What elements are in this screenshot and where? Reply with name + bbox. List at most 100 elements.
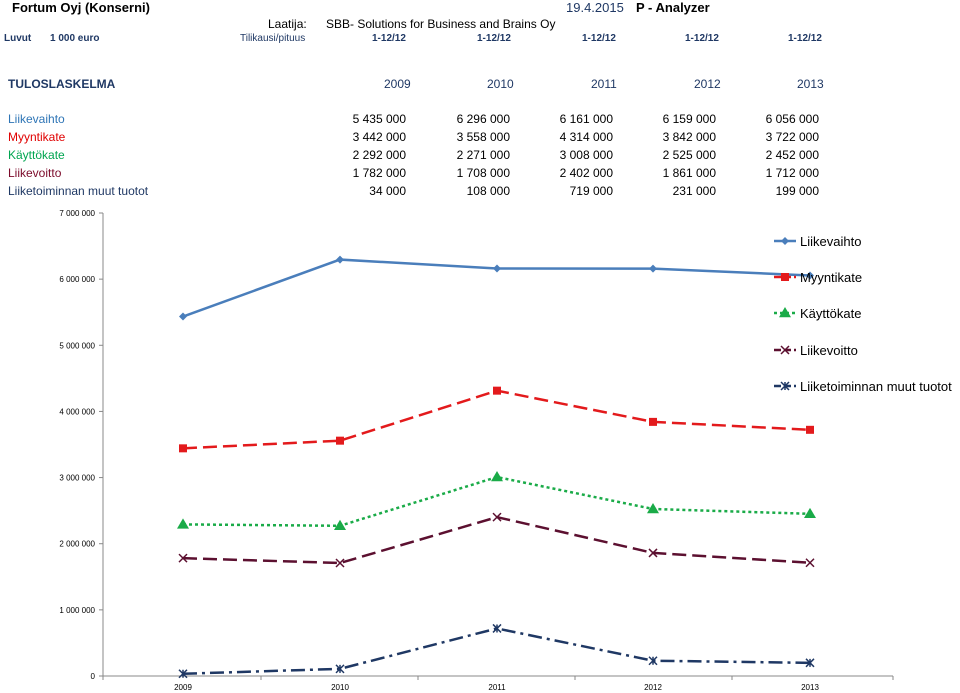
y-tick-label: 7 000 000: [59, 209, 95, 218]
row-value: 3 722 000: [765, 130, 819, 144]
series-line-2: [182, 389, 811, 450]
data-point: [178, 553, 188, 563]
row-label: Liiketoiminnan muut tuotot: [8, 184, 149, 198]
series-line-3: [182, 475, 811, 528]
row-value: 1 708 000: [456, 166, 510, 180]
data-point: [804, 507, 816, 519]
row-value: 3 558 000: [456, 130, 510, 144]
data-point: [493, 264, 501, 273]
period-2009: 1-12/12: [372, 33, 406, 44]
legend-label: Käyttökate: [800, 306, 861, 321]
year-2011: 2011: [591, 77, 617, 91]
y-tick-label: 6 000 000: [59, 275, 95, 284]
legend-marker: [780, 345, 790, 355]
row-value: 2 292 000: [352, 148, 406, 162]
year-2010: 2010: [487, 77, 514, 91]
row-value: 199 000: [775, 184, 819, 198]
row-value: 2 452 000: [765, 148, 819, 162]
data-point: [649, 264, 657, 273]
table-title: TULOSLASKELMA: [8, 77, 116, 91]
row-value: 6 159 000: [662, 112, 716, 126]
data-point: [179, 312, 187, 321]
legend-label: Liikevoitto: [800, 343, 858, 358]
y-tick-label: 2 000 000: [59, 540, 95, 549]
author-label: Laatija:: [268, 17, 307, 31]
y-tick-label: 4 000 000: [59, 407, 95, 416]
x-tick-label: 2013: [801, 683, 819, 692]
data-point: [649, 417, 657, 426]
row-label: Liikevaihto: [8, 112, 65, 126]
legend-label: Liiketoiminnan muut tuotot: [800, 379, 952, 394]
legend-label: Myyntikate: [800, 270, 862, 285]
year-2009: 2009: [384, 77, 411, 91]
x-tick-label: 2009: [174, 683, 192, 692]
row-value: 1 861 000: [662, 166, 716, 180]
row-value: 6 056 000: [765, 112, 819, 126]
y-tick-label: 3 000 000: [59, 474, 95, 483]
row-value: 34 000: [369, 184, 406, 198]
report-date: 19.4.2015: [566, 0, 624, 15]
data-point: [492, 512, 502, 522]
row-value: 2 271 000: [456, 148, 510, 162]
units-label: Luvut: [4, 33, 32, 44]
row-value: 231 000: [672, 184, 716, 198]
row-label: Myyntikate: [8, 130, 66, 144]
row-value: 6 296 000: [456, 112, 510, 126]
series-line-4: [182, 515, 811, 565]
legend-marker: [781, 237, 789, 245]
y-tick-label: 5 000 000: [59, 341, 95, 350]
row-value: 1 712 000: [765, 166, 819, 180]
row-value: 2 525 000: [662, 148, 716, 162]
row-value: 719 000: [569, 184, 613, 198]
row-value: 3 008 000: [559, 148, 613, 162]
row-value: 6 161 000: [559, 112, 613, 126]
period-label: Tilikausi/pituus: [240, 33, 306, 44]
data-point: [179, 444, 187, 453]
row-value: 3 442 000: [352, 130, 406, 144]
data-point: [805, 558, 815, 568]
row-value: 108 000: [466, 184, 510, 198]
data-point: [648, 548, 658, 558]
row-value: 1 782 000: [352, 166, 406, 180]
row-value: 4 314 000: [559, 130, 613, 144]
legend-label: Liikevaihto: [800, 234, 861, 249]
x-tick-label: 2010: [331, 683, 349, 692]
data-point: [491, 471, 503, 482]
row-value: 5 435 000: [352, 112, 406, 126]
period-2012: 1-12/12: [685, 33, 719, 44]
legend-marker: [780, 381, 790, 391]
row-label: Käyttökate: [8, 148, 65, 162]
data-point: [178, 669, 188, 679]
units-value: 1 000 euro: [50, 33, 100, 44]
period-2013: 1-12/12: [788, 33, 822, 44]
row-label: Liikevoitto: [8, 166, 62, 180]
author-name: SBB- Solutions for Business and Brains O…: [326, 17, 556, 31]
x-tick-label: 2012: [644, 683, 662, 692]
period-2010: 1-12/12: [477, 33, 511, 44]
data-point: [177, 518, 189, 529]
y-tick-label: 1 000 000: [59, 606, 95, 615]
legend-marker: [781, 273, 789, 281]
data-point: [334, 519, 346, 530]
data-point: [493, 386, 501, 395]
data-point: [492, 623, 502, 633]
data-point: [336, 436, 344, 445]
row-value: 2 402 000: [559, 166, 613, 180]
data-point: [335, 664, 345, 674]
legend-marker: [779, 307, 791, 318]
period-2011: 1-12/12: [582, 33, 616, 44]
app-name: P - Analyzer: [636, 0, 710, 15]
data-point: [647, 502, 659, 514]
data-point: [648, 656, 658, 666]
data-point: [806, 271, 814, 280]
data-point: [335, 558, 345, 568]
x-tick-label: 2011: [488, 683, 506, 692]
company-name: Fortum Oyj (Konserni): [12, 0, 150, 15]
year-2013: 2013: [797, 77, 824, 91]
data-point: [805, 658, 815, 668]
series-line-5: [182, 627, 811, 676]
data-point: [806, 425, 814, 434]
y-tick-label: 0: [91, 672, 96, 681]
row-value: 3 842 000: [662, 130, 716, 144]
